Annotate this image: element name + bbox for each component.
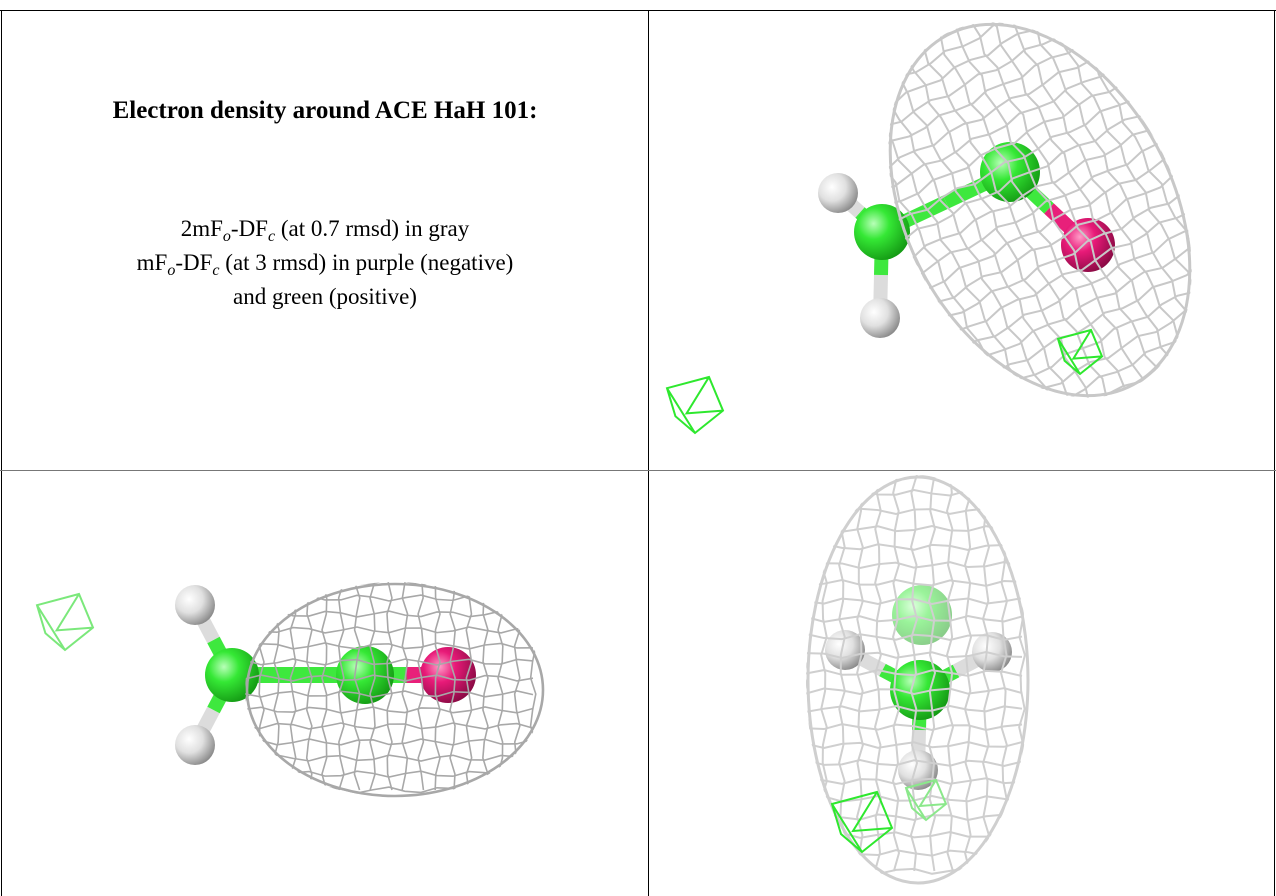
- mesh-line: [859, 31, 1100, 163]
- mesh-line: [806, 490, 1022, 496]
- subscript: c: [212, 262, 219, 279]
- subscript: o: [223, 228, 231, 245]
- mesh-line: [986, 269, 1227, 401]
- mesh-line: [834, 0, 1075, 115]
- mesh-line: [918, 142, 1159, 274]
- caption-line: 2mFo-DFc (at 0.7 rmsd) in gray: [181, 216, 470, 245]
- mesh-line: [1047, 0, 1238, 330]
- mesh-line: [245, 595, 533, 601]
- page: Electron density around ACE HaH 101: 2mF…: [0, 0, 1276, 896]
- mesh-line: [259, 582, 264, 790]
- caption-text: -DF: [231, 216, 268, 241]
- caption-text: and green (positive): [233, 284, 417, 309]
- difference-density: [37, 594, 93, 650]
- mesh-line: [307, 582, 312, 790]
- subscript: o: [167, 262, 175, 279]
- caption-text: (at 3 rmsd) in purple (negative): [220, 250, 514, 275]
- atom: [205, 648, 259, 702]
- mesh-line: [245, 739, 533, 745]
- caption-text: -DF: [175, 250, 212, 275]
- caption-line: mFo-DFc (at 3 rmsd) in purple (negative): [137, 250, 514, 279]
- mesh-line: [274, 582, 279, 790]
- mesh-line: [1003, 301, 1244, 433]
- mesh-line: [851, 15, 1092, 147]
- mesh-line: [1031, 0, 1222, 338]
- mesh-line: [1063, 0, 1254, 321]
- molecule-views: [37, 0, 1255, 883]
- mesh-line: [667, 377, 723, 433]
- mesh-line: [245, 643, 533, 649]
- mesh-line: [245, 627, 533, 633]
- mesh-line: [37, 594, 93, 650]
- mesh-line: [842, 0, 1083, 131]
- mesh-line: [927, 158, 1168, 290]
- mesh-line: [806, 868, 1022, 874]
- mesh-line: [1019, 475, 1025, 871]
- atom: [854, 204, 910, 260]
- mesh-line: [936, 36, 1127, 388]
- figure: Electron density around ACE HaH 101: 2mF…: [0, 0, 1276, 896]
- caption-title: Electron density around ACE HaH 101:: [113, 97, 538, 124]
- caption-text: (at 0.7 rmsd) in gray: [275, 216, 470, 241]
- mesh-line: [418, 582, 423, 790]
- mesh-line: [983, 475, 989, 871]
- mesh-line: [531, 582, 536, 790]
- caption-line: and green (positive): [233, 284, 417, 309]
- atom: [860, 298, 900, 338]
- difference-density: [667, 377, 723, 433]
- mesh-line: [245, 755, 533, 761]
- subscript: c: [268, 228, 275, 245]
- mesh-line: [995, 285, 1236, 417]
- mesh-line: [806, 850, 1022, 856]
- atom: [175, 585, 215, 625]
- caption-text: 2mF: [181, 216, 223, 241]
- atom: [175, 725, 215, 765]
- mesh-line: [515, 582, 520, 790]
- mesh-line: [1011, 317, 1252, 449]
- mesh-line: [821, 475, 827, 871]
- mesh-line: [245, 707, 533, 713]
- caption-text: mF: [137, 250, 168, 275]
- atom: [818, 173, 858, 213]
- mesh-line: [245, 691, 533, 697]
- mesh-rim: [247, 584, 543, 796]
- mesh-line: [322, 582, 327, 790]
- mesh-line: [245, 787, 533, 793]
